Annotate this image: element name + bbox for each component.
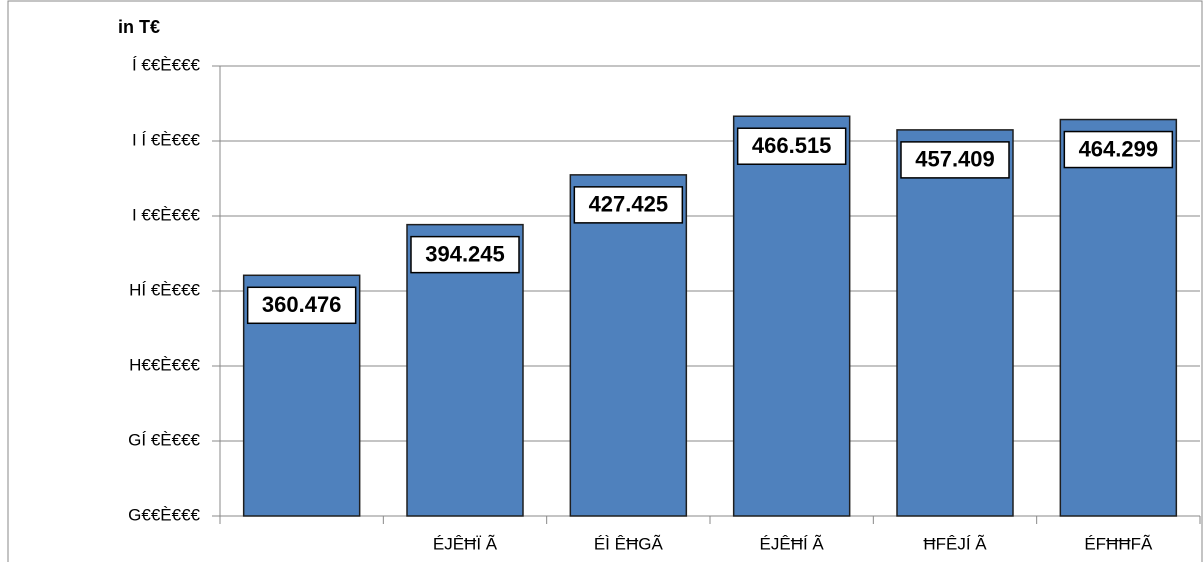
y-tick-label: GÍ €È€€€ — [128, 430, 200, 449]
value-label-box — [246, 286, 357, 325]
x-tick-label: ĦFÊJÍ Ã — [923, 534, 987, 553]
bar — [1059, 118, 1178, 517]
chart-border — [7, 0, 1203, 562]
y-tick-label: I €€È€€€ — [132, 205, 201, 224]
value-label: 464.299 — [1079, 136, 1159, 161]
value-label-box — [410, 235, 520, 274]
chart-title: in T€ — [118, 17, 160, 37]
value-label-box — [1063, 130, 1174, 169]
value-label: 427.425 — [589, 192, 669, 217]
y-tick-label: H€€È€€€ — [129, 355, 200, 374]
y-tick-label: I Í €È€€€ — [132, 130, 201, 149]
x-tick-label: ÉJÊĦÍ Ã — [760, 534, 825, 553]
bar — [732, 115, 851, 517]
y-tick-label: HÍ €È€€€ — [129, 280, 200, 299]
value-label-box — [736, 127, 847, 165]
value-label: 466.515 — [752, 133, 832, 158]
bar — [896, 129, 1014, 517]
value-label-box — [900, 141, 1010, 179]
x-tick-label: ÉÌ ÊĦGÃ — [594, 534, 664, 553]
bar — [569, 174, 688, 517]
x-tick-label: ÉJÊĦÏ Ã — [433, 534, 498, 553]
value-label: 457.409 — [915, 147, 995, 172]
value-label: 394.245 — [425, 241, 505, 266]
value-label: 360.476 — [262, 292, 342, 317]
y-tick-label: G€€È€€€ — [128, 505, 200, 524]
x-tick-label: ÉFĦĦFÃ — [1084, 534, 1153, 553]
y-tick-label: Í €€È€€€ — [132, 55, 201, 74]
value-label-box — [573, 186, 684, 224]
